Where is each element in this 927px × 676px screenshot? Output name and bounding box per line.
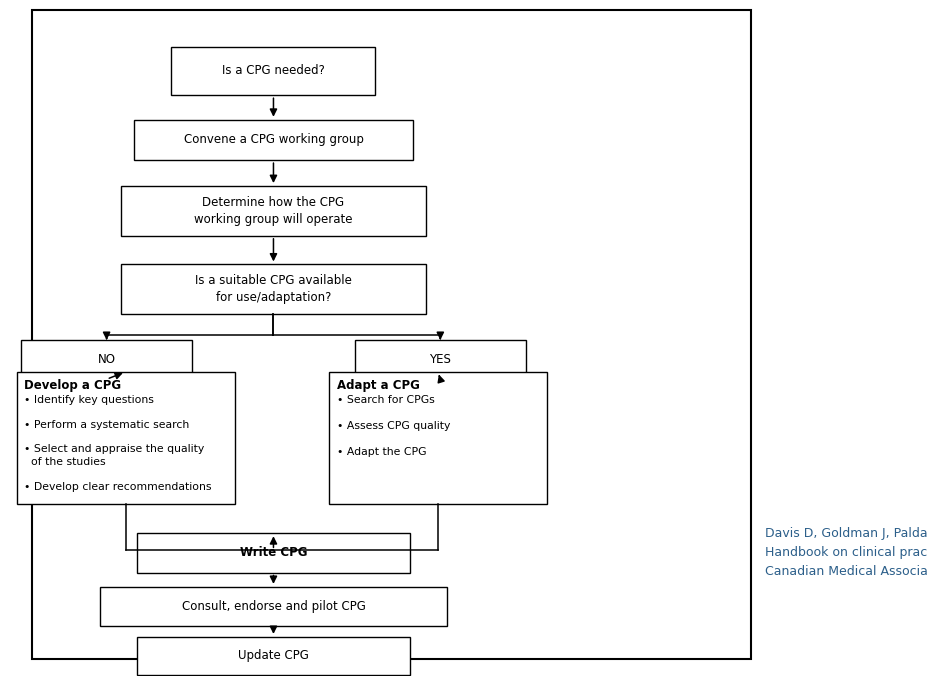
Text: • Adapt the CPG: • Adapt the CPG	[337, 447, 426, 457]
Bar	[354, 340, 526, 379]
Bar	[32, 10, 751, 659]
Text: YES: YES	[429, 353, 451, 366]
Text: Update CPG: Update CPG	[238, 649, 309, 662]
Bar	[99, 587, 447, 626]
Text: Write CPG: Write CPG	[240, 546, 307, 560]
Text: Is a suitable CPG available
for use/adaptation?: Is a suitable CPG available for use/adap…	[195, 274, 352, 304]
Text: Consult, endorse and pilot CPG: Consult, endorse and pilot CPG	[182, 600, 365, 613]
Bar	[136, 637, 410, 675]
Bar	[17, 372, 235, 504]
Bar	[329, 372, 547, 504]
Bar	[134, 120, 413, 160]
Text: • Identify key questions: • Identify key questions	[24, 395, 154, 406]
Text: • Select and appraise the quality
  of the studies: • Select and appraise the quality of the…	[24, 444, 204, 466]
Bar	[121, 186, 426, 236]
Text: • Develop clear recommendations: • Develop clear recommendations	[24, 482, 211, 492]
Text: NO: NO	[97, 353, 116, 366]
Text: • Perform a systematic search: • Perform a systematic search	[24, 420, 189, 430]
Bar	[121, 264, 426, 314]
Text: • Search for CPGs: • Search for CPGs	[337, 395, 434, 406]
Text: Determine how the CPG
working group will operate: Determine how the CPG working group will…	[195, 196, 352, 226]
Text: Davis D, Goldman J, Palda VA.(2007)
Handbook on clinical practice guidelines.
Ca: Davis D, Goldman J, Palda VA.(2007) Hand…	[765, 527, 927, 578]
Text: Is a CPG needed?: Is a CPG needed?	[222, 64, 324, 78]
Bar	[136, 533, 410, 573]
Text: Convene a CPG working group: Convene a CPG working group	[184, 133, 363, 147]
Bar	[21, 340, 193, 379]
Text: Develop a CPG: Develop a CPG	[24, 379, 121, 391]
Text: • Assess CPG quality: • Assess CPG quality	[337, 421, 450, 431]
Bar	[171, 47, 375, 95]
Text: Adapt a CPG: Adapt a CPG	[337, 379, 419, 391]
